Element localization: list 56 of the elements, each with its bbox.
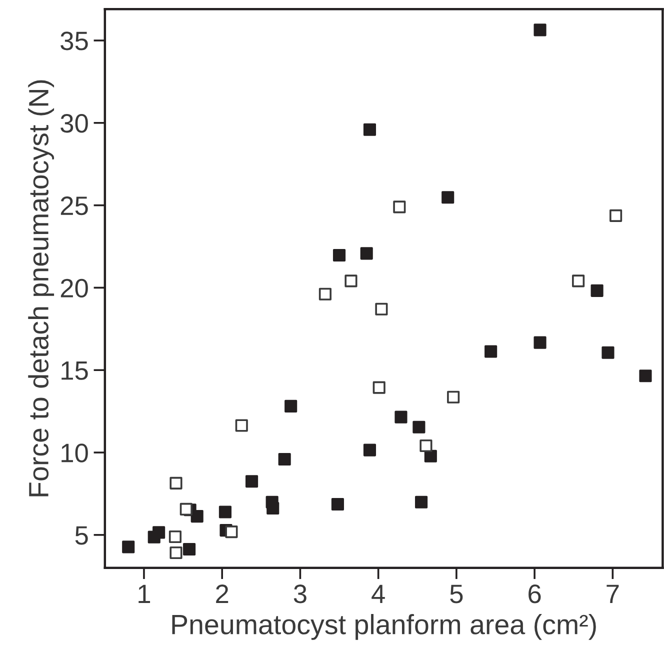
x-tick-label: 7 [606,584,619,603]
point [639,370,652,382]
point [332,248,346,262]
y-tick-label: 10 [62,444,88,462]
point [394,410,408,424]
y-axis-title: Force to detach pneumatocyst (N) [28,80,54,496]
point [180,502,192,516]
point [572,274,585,288]
point [235,419,248,432]
point [375,302,388,316]
y-tick-label: 15 [62,362,88,380]
point [245,475,258,488]
point [372,381,386,394]
x-tick-label: 1 [138,584,150,603]
point [415,496,428,508]
point [420,439,432,452]
point [170,476,182,490]
point [266,502,280,515]
x-axis-title: Pneumatocyst planform area (cm²) [172,614,596,640]
point [590,284,604,297]
point [602,346,614,359]
point [318,288,332,300]
point [122,540,135,554]
point [534,24,546,36]
x-tick-label: 2 [216,584,228,603]
x-tick-label: 5 [450,584,463,604]
point [278,452,291,466]
point [218,506,232,518]
y-tick-label: 20 [60,278,88,298]
y-tick-label: 30 [60,114,88,133]
point [610,209,622,222]
point [360,247,373,260]
point [424,450,437,462]
x-tick-label: 4 [372,584,385,603]
point [363,444,376,456]
point [447,390,460,404]
point [170,546,182,560]
point [363,123,376,136]
y-tick-label: 35 [60,32,88,50]
point [168,530,182,544]
y-tick-label: 5 [75,526,88,545]
x-tick-label: 3 [294,584,306,604]
point [484,345,498,358]
y-tick-label: 25 [60,196,88,216]
point [284,400,298,412]
point [225,526,238,538]
point [331,498,344,511]
point [442,191,454,204]
x-tick-label: 6 [528,584,541,604]
point [534,336,546,349]
point [182,542,196,556]
point [393,200,406,214]
point [344,274,358,288]
point [148,530,160,544]
point [190,510,204,523]
point [412,420,426,434]
